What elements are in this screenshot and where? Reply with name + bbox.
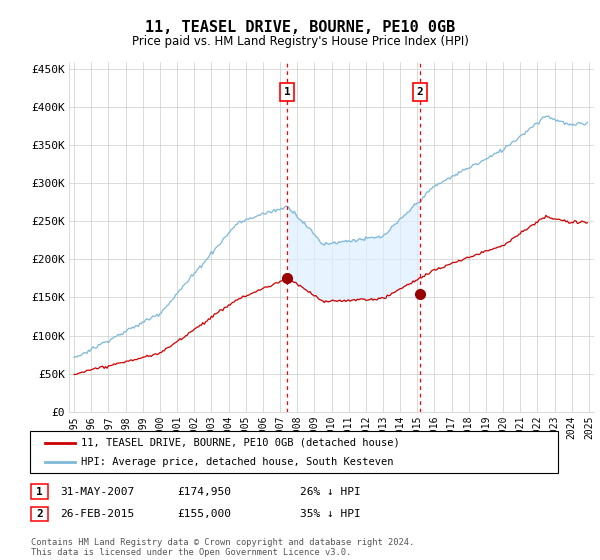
Text: 2: 2 xyxy=(36,509,43,519)
Text: 11, TEASEL DRIVE, BOURNE, PE10 0GB: 11, TEASEL DRIVE, BOURNE, PE10 0GB xyxy=(145,20,455,35)
Text: Price paid vs. HM Land Registry's House Price Index (HPI): Price paid vs. HM Land Registry's House … xyxy=(131,35,469,48)
Text: 26-FEB-2015: 26-FEB-2015 xyxy=(60,509,134,519)
Text: 1: 1 xyxy=(36,487,43,497)
Text: 26% ↓ HPI: 26% ↓ HPI xyxy=(300,487,361,497)
Text: HPI: Average price, detached house, South Kesteven: HPI: Average price, detached house, Sout… xyxy=(81,458,394,467)
Text: 35% ↓ HPI: 35% ↓ HPI xyxy=(300,509,361,519)
Text: 2: 2 xyxy=(416,87,423,97)
Text: 31-MAY-2007: 31-MAY-2007 xyxy=(60,487,134,497)
Text: Contains HM Land Registry data © Crown copyright and database right 2024.
This d: Contains HM Land Registry data © Crown c… xyxy=(31,538,415,557)
Text: 11, TEASEL DRIVE, BOURNE, PE10 0GB (detached house): 11, TEASEL DRIVE, BOURNE, PE10 0GB (deta… xyxy=(81,438,400,448)
Text: 1: 1 xyxy=(284,87,290,97)
Text: £174,950: £174,950 xyxy=(177,487,231,497)
Text: £155,000: £155,000 xyxy=(177,509,231,519)
